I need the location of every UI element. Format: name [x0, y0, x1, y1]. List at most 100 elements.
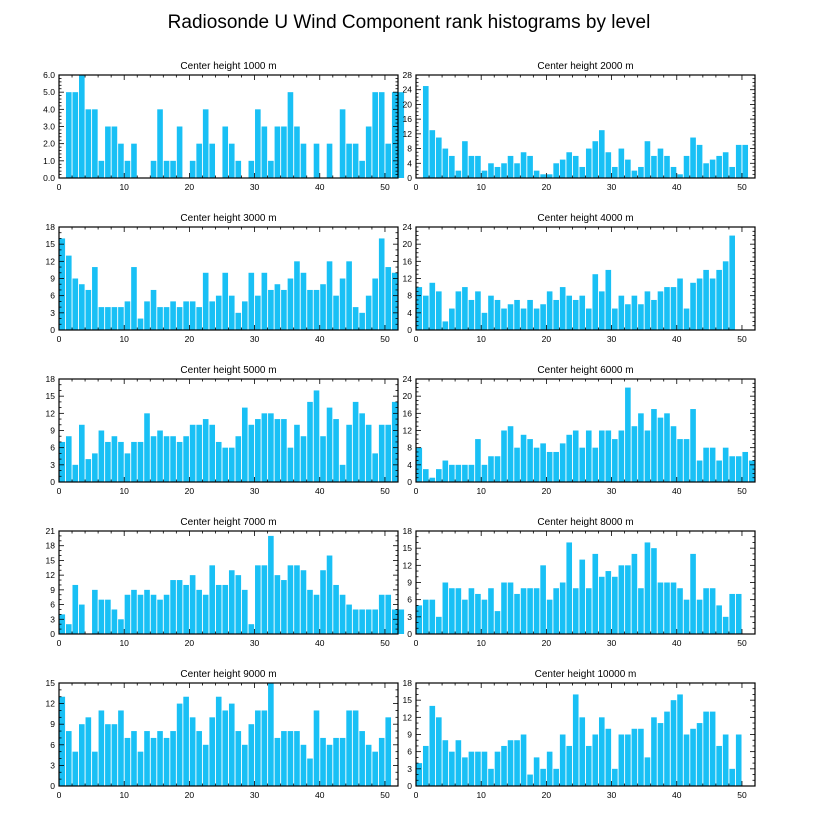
- bar: [235, 160, 242, 178]
- bar: [631, 728, 638, 786]
- bar: [163, 594, 170, 634]
- y-tick-label: 8: [407, 291, 412, 301]
- bar: [520, 308, 527, 330]
- bar: [690, 728, 696, 786]
- y-tick-label: 5.0: [43, 87, 55, 97]
- bar: [255, 109, 261, 178]
- bar: [605, 269, 612, 330]
- bar: [274, 419, 281, 482]
- y-tick-label: 9: [407, 578, 412, 588]
- panel-9: Center height 9000 m 0 10 20 30 40 50 0 3 6 9 12 15: [46, 669, 399, 800]
- bar: [98, 430, 105, 482]
- bar: [533, 447, 540, 482]
- bar: [488, 163, 494, 178]
- bar: [92, 267, 98, 330]
- bar: [442, 582, 449, 634]
- bar: [657, 582, 664, 634]
- y-tick-label: 6: [407, 595, 412, 605]
- y-tick-label: 6: [407, 747, 412, 757]
- bar: [72, 278, 79, 330]
- bar: [170, 436, 176, 482]
- bar: [307, 401, 313, 482]
- bar: [716, 269, 722, 330]
- bar: [287, 447, 294, 482]
- bar: [105, 307, 111, 330]
- bar: [131, 731, 137, 786]
- bar: [215, 441, 222, 482]
- bar: [468, 751, 475, 786]
- y-tick-label: 12: [403, 712, 413, 722]
- bar: [572, 299, 579, 330]
- bar: [579, 559, 586, 634]
- bar: [572, 588, 579, 634]
- bar: [378, 238, 385, 330]
- bar: [494, 611, 501, 634]
- bar: [540, 304, 546, 330]
- bar: [416, 605, 423, 634]
- bar: [209, 143, 216, 178]
- bar: [729, 593, 735, 634]
- bar: [455, 291, 462, 331]
- bar: [429, 705, 436, 786]
- x-tick-label: 30: [250, 790, 260, 800]
- bar: [359, 160, 365, 178]
- x-tick-label: 40: [315, 334, 325, 344]
- bar: [85, 717, 92, 786]
- bar: [735, 734, 742, 786]
- bar: [365, 126, 372, 178]
- y-tick-label: 6.0: [43, 70, 55, 80]
- x-tick-label: 0: [57, 334, 62, 344]
- bar: [307, 589, 313, 634]
- y-tick-label: 12: [46, 570, 56, 580]
- bar: [176, 580, 183, 634]
- y-tick-label: 0: [50, 325, 55, 335]
- bar: [274, 575, 281, 634]
- bar: [365, 295, 372, 330]
- bar: [300, 272, 307, 330]
- bar: [307, 289, 313, 330]
- panel-title: Center height 9000 m: [180, 669, 276, 680]
- bar: [612, 576, 618, 634]
- bar: [533, 757, 540, 786]
- x-tick-label: 20: [542, 486, 552, 496]
- y-tick-label: 3: [50, 308, 55, 318]
- y-tick-label: 16: [403, 408, 413, 418]
- bar: [605, 152, 612, 178]
- y-tick-label: 3.0: [43, 122, 55, 132]
- x-tick-label: 40: [315, 638, 325, 648]
- x-tick-label: 0: [57, 790, 62, 800]
- x-tick-label: 40: [315, 486, 325, 496]
- x-tick-label: 50: [380, 486, 390, 496]
- bar: [638, 166, 644, 178]
- bar: [365, 609, 372, 634]
- bar: [592, 447, 599, 482]
- x-tick-label: 0: [414, 790, 419, 800]
- bar: [566, 745, 573, 786]
- panels-group: Center height 1000 m0 10 20 30 40 500.01.02.0…: [43, 61, 756, 800]
- x-tick-label: 10: [476, 638, 486, 648]
- bar: [494, 299, 501, 330]
- bar: [215, 295, 222, 330]
- bar: [372, 609, 378, 634]
- bar: [92, 109, 98, 178]
- panel-1: Center height 1000 m 0 10 20 30 40 50 0.0 1.0 2.0…: [43, 61, 405, 192]
- bar: [527, 774, 533, 786]
- bar: [677, 278, 683, 330]
- bar: [527, 439, 533, 482]
- bar: [703, 447, 709, 482]
- bar: [696, 723, 703, 786]
- bar: [118, 619, 124, 634]
- figure-title: Radiosonde U Wind Component rank histogr…: [168, 12, 651, 33]
- bar: [333, 737, 339, 786]
- bar: [235, 312, 242, 330]
- bar: [391, 609, 398, 634]
- bar: [124, 160, 131, 178]
- bar: [462, 757, 468, 786]
- bar: [468, 464, 475, 482]
- bar: [105, 599, 111, 634]
- bar: [294, 424, 300, 482]
- panel-8: Center height 8000 m 0 10 20 30 40 50 0 3 6 9 12 15 1…: [403, 517, 756, 648]
- y-tick-label: 15: [46, 239, 56, 249]
- bar: [281, 580, 287, 634]
- bar: [92, 751, 98, 786]
